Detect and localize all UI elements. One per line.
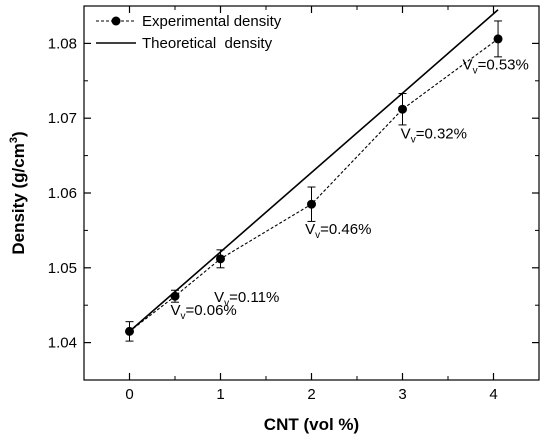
data-point (125, 326, 134, 336)
legend-experimental-marker (111, 16, 121, 26)
x-tick-label: 3 (398, 386, 406, 403)
volume-fraction-annotation: Vv=0.32% (401, 125, 467, 145)
volume-fraction-annotation: Vv=0.53% (463, 57, 529, 77)
legend-theoretical-label: Theoretical density (142, 35, 273, 52)
plot-area: 0 1 2 3 4 1.04 1.05 1.06 1.07 1.08 CNT (vol %) Dens… (8, 5, 540, 434)
data-point (216, 254, 225, 264)
x-tick-label: 1 (216, 386, 224, 403)
theoretical-density-line (128, 9, 499, 332)
y-tick-label: 1.07 (48, 110, 77, 127)
x-tick-label: 4 (489, 386, 497, 403)
y-tick-label: 1.06 (48, 185, 77, 202)
y-tick-label: 1.04 (48, 335, 77, 352)
y-tick-label: 1.05 (48, 260, 77, 277)
data-point (307, 199, 316, 209)
y-tick-label: 1.08 (48, 35, 77, 52)
volume-fraction-annotation: Vv=0.11% (214, 289, 279, 309)
x-tick-label: 0 (125, 386, 133, 403)
y-axis-title: Density (g/cm3) (8, 131, 28, 254)
experimental-density-line (129, 38, 499, 332)
data-point (170, 291, 180, 301)
volume-fraction-annotation: Vv=0.06% (170, 302, 236, 322)
volume-fraction-annotation: Vv=0.46% (305, 221, 371, 241)
data-point (493, 34, 503, 44)
x-axis-title: CNT (vol %) (264, 415, 359, 434)
data-point (398, 104, 407, 114)
legend-experimental-label: Experimental density (142, 13, 282, 30)
x-tick-label: 2 (307, 386, 315, 403)
